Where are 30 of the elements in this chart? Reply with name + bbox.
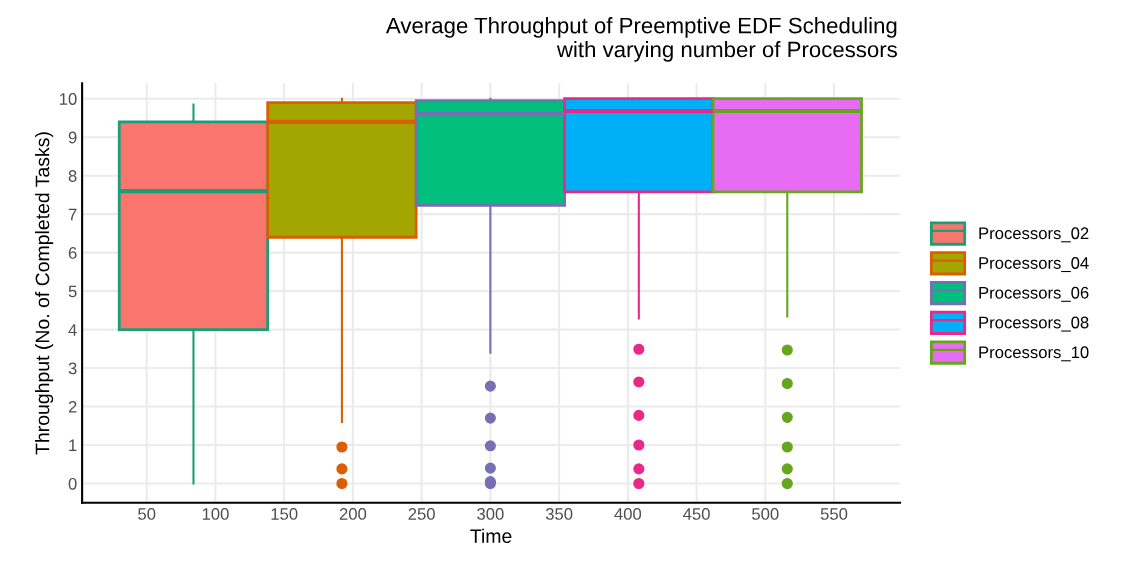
x-tick-label: 50 xyxy=(138,508,156,520)
y-tick-label: 0 xyxy=(68,477,77,490)
y-tick-label: 8 xyxy=(68,170,77,182)
legend-label: Processors_02 xyxy=(979,227,1089,243)
x-tick-label: 300 xyxy=(477,508,504,520)
x-tick-label: 550 xyxy=(820,508,848,520)
y-tick-label: 9 xyxy=(68,131,77,144)
y-tick-label: 5 xyxy=(68,285,77,298)
legend-label: Processors_06 xyxy=(979,286,1089,302)
x-tick-label: 250 xyxy=(408,508,435,520)
y-tick-label: 3 xyxy=(68,362,77,375)
x-axis-title: Time xyxy=(470,528,512,543)
x-tick-label: 200 xyxy=(339,508,367,520)
y-tick-label: 4 xyxy=(68,324,77,336)
y-tick-label: 6 xyxy=(68,247,77,259)
y-tick-label: 1 xyxy=(69,439,77,452)
y-tick-label: 7 xyxy=(68,208,77,221)
legend-label: Processors_04 xyxy=(979,257,1089,273)
x-tick-label: 400 xyxy=(614,508,642,520)
x-tick-label: 450 xyxy=(683,508,710,520)
y-axis-title: Throughput (No. of Completed Tasks) xyxy=(35,132,54,455)
x-tick-label: 150 xyxy=(271,508,298,520)
legend-label: Processors_10 xyxy=(979,346,1089,362)
x-tick-label: 350 xyxy=(545,508,573,520)
x-tick-label: 500 xyxy=(752,508,779,520)
legend-label: Processors_08 xyxy=(979,316,1089,332)
chart-title: Average Throughput of Preemptive EDF Scheduling with varying number of Processors xyxy=(385,17,897,62)
y-tick-label: 2 xyxy=(68,400,77,413)
y-tick-label: 10 xyxy=(60,93,77,105)
x-tick-label: 100 xyxy=(202,508,229,520)
